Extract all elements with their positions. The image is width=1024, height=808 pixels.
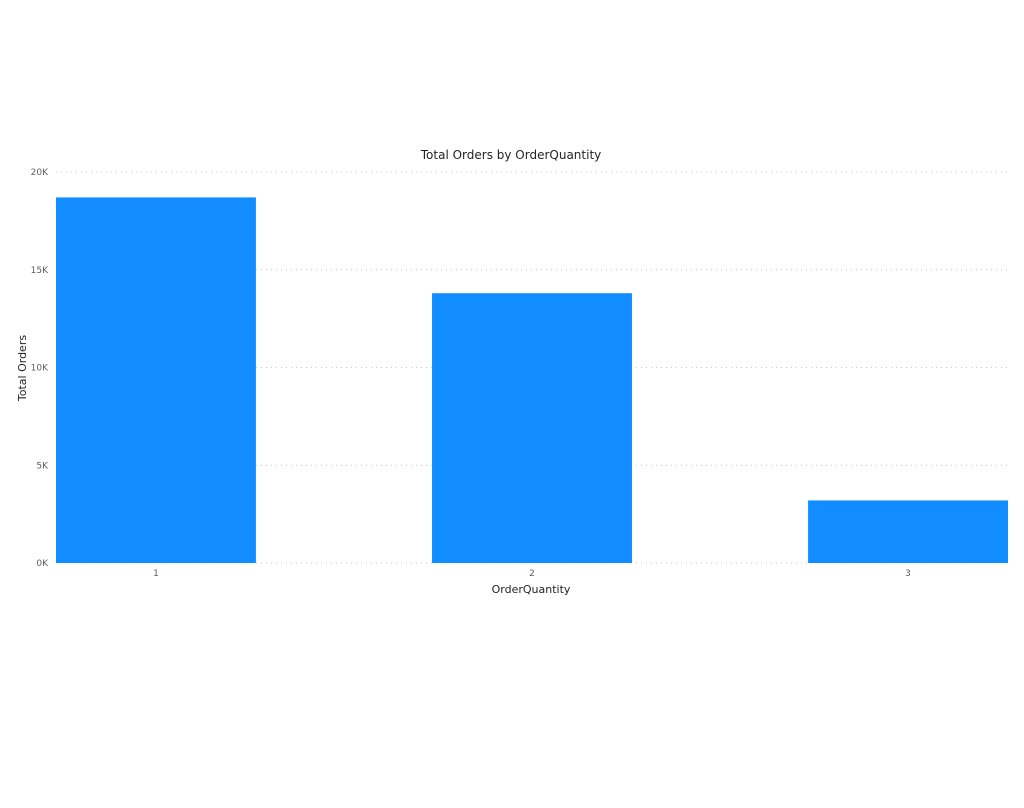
y-tick-label: 20K (31, 168, 49, 178)
y-axis-title: Total Orders (16, 335, 29, 402)
bar-2[interactable] (432, 293, 632, 563)
y-tick-label: 10K (31, 364, 49, 374)
x-axis-ticks: 1 2 3 (153, 569, 911, 579)
x-tick-label: 3 (905, 569, 911, 579)
y-tick-label: 5K (36, 461, 49, 471)
y-tick-label: 0K (36, 559, 49, 569)
bar-1[interactable] (56, 197, 256, 564)
x-axis-title: OrderQuantity (492, 583, 571, 596)
x-tick-label: 1 (153, 569, 159, 579)
bars (56, 197, 1008, 564)
x-tick-label: 2 (529, 569, 535, 579)
y-tick-label: 15K (31, 266, 49, 276)
y-axis-ticks: 0K 5K 10K 15K 20K (31, 168, 49, 569)
bar-3[interactable] (808, 500, 1008, 563)
chart-title: Total Orders by OrderQuantity (420, 148, 602, 162)
